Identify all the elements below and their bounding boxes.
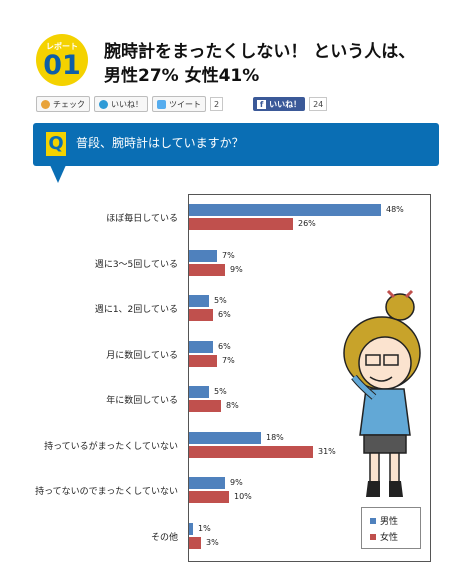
value-label-female: 31%	[318, 446, 336, 456]
page-title: 腕時計をまったくしない！ という人は、 男性27% 女性41%	[104, 40, 415, 88]
value-label-male: 6%	[218, 341, 231, 351]
chart-frame	[188, 194, 431, 562]
check-button[interactable]: チェック	[36, 96, 90, 112]
facebook-icon: f	[257, 99, 267, 109]
bar-female	[189, 400, 221, 412]
facebook-count: 24	[309, 97, 328, 111]
bar-female	[189, 354, 217, 367]
category-label: 持っているがまったくしていない	[44, 441, 178, 452]
legend-item-male: 男性	[370, 514, 398, 527]
question-banner	[33, 123, 439, 166]
chart-legend: 男性 女性	[361, 507, 421, 549]
category-label: 月に数回している	[106, 350, 178, 361]
category-label: 年に数回している	[106, 396, 178, 406]
category-label: その他	[150, 532, 178, 543]
category-label: 週に1、2回している	[94, 305, 178, 315]
bar-female	[189, 263, 225, 276]
value-label-male: 48%	[386, 205, 404, 214]
value-label-male: 5%	[214, 296, 227, 305]
question-text: 普段、腕時計はしていますか？	[76, 136, 244, 150]
bar-male	[189, 431, 261, 444]
iine-button[interactable]: いいね！	[94, 96, 148, 112]
bar-male	[189, 386, 209, 398]
badge-label: レポート	[46, 42, 78, 51]
bar-female	[189, 491, 229, 503]
value-label-male: 7%	[222, 250, 235, 260]
legend-swatch-male	[370, 517, 376, 524]
bar-female	[189, 536, 201, 549]
value-label-female: 10%	[234, 492, 252, 501]
value-label-female: 6%	[218, 310, 231, 319]
facebook-like-label: いいね！	[269, 99, 302, 109]
report-badge: レポート 01	[36, 34, 88, 86]
value-label-male: 1%	[198, 523, 211, 533]
iine-label: いいね！	[111, 99, 143, 109]
bar-male	[189, 204, 381, 216]
bar-male	[189, 522, 193, 535]
bar-male	[189, 477, 225, 489]
tweet-button[interactable]: ツイート	[152, 96, 206, 112]
value-label-female: 26%	[298, 219, 316, 228]
tweet-count: 2	[210, 97, 224, 111]
iine-icon	[99, 99, 108, 109]
value-label-male: 18%	[266, 432, 284, 442]
value-label-male: 9%	[230, 478, 243, 487]
value-label-female: 7%	[222, 355, 235, 365]
value-label-female: 8%	[226, 401, 239, 410]
question-banner-tail	[50, 165, 66, 183]
question-q-icon: Q	[46, 132, 66, 156]
bar-female	[189, 445, 313, 458]
bar-male	[189, 295, 209, 307]
category-label: 持ってないのでまったくしていない	[35, 487, 178, 497]
legend-label-female: 女性	[380, 533, 399, 543]
value-label-male: 5%	[214, 387, 227, 396]
social-bar: チェック いいね！ ツイート 2 f いいね！ 24	[36, 96, 357, 112]
facebook-like-button[interactable]: f いいね！	[253, 97, 306, 111]
girl-illustration	[343, 289, 421, 497]
legend-label-male: 男性	[380, 517, 399, 527]
legend-swatch-female	[370, 533, 376, 540]
bar-male	[189, 340, 213, 353]
badge-number: 01	[43, 50, 81, 81]
category-label: ほぼ毎日している	[106, 214, 178, 224]
legend-item-female: 女性	[370, 530, 398, 543]
bar-male	[189, 249, 217, 262]
value-label-female: 3%	[206, 537, 219, 547]
check-icon	[41, 99, 50, 109]
bar-female	[189, 218, 293, 230]
twitter-bird-icon	[157, 99, 166, 109]
headline-line1: 腕時計をまったくしない！ という人は、	[104, 42, 416, 62]
category-label: 週に3～5回している	[94, 259, 178, 270]
value-label-female: 9%	[230, 264, 243, 274]
check-label: チェック	[53, 99, 85, 109]
tweet-label: ツイート	[169, 99, 201, 109]
headline-line2: 男性27% 女性41%	[104, 66, 260, 86]
bar-female	[189, 309, 213, 321]
